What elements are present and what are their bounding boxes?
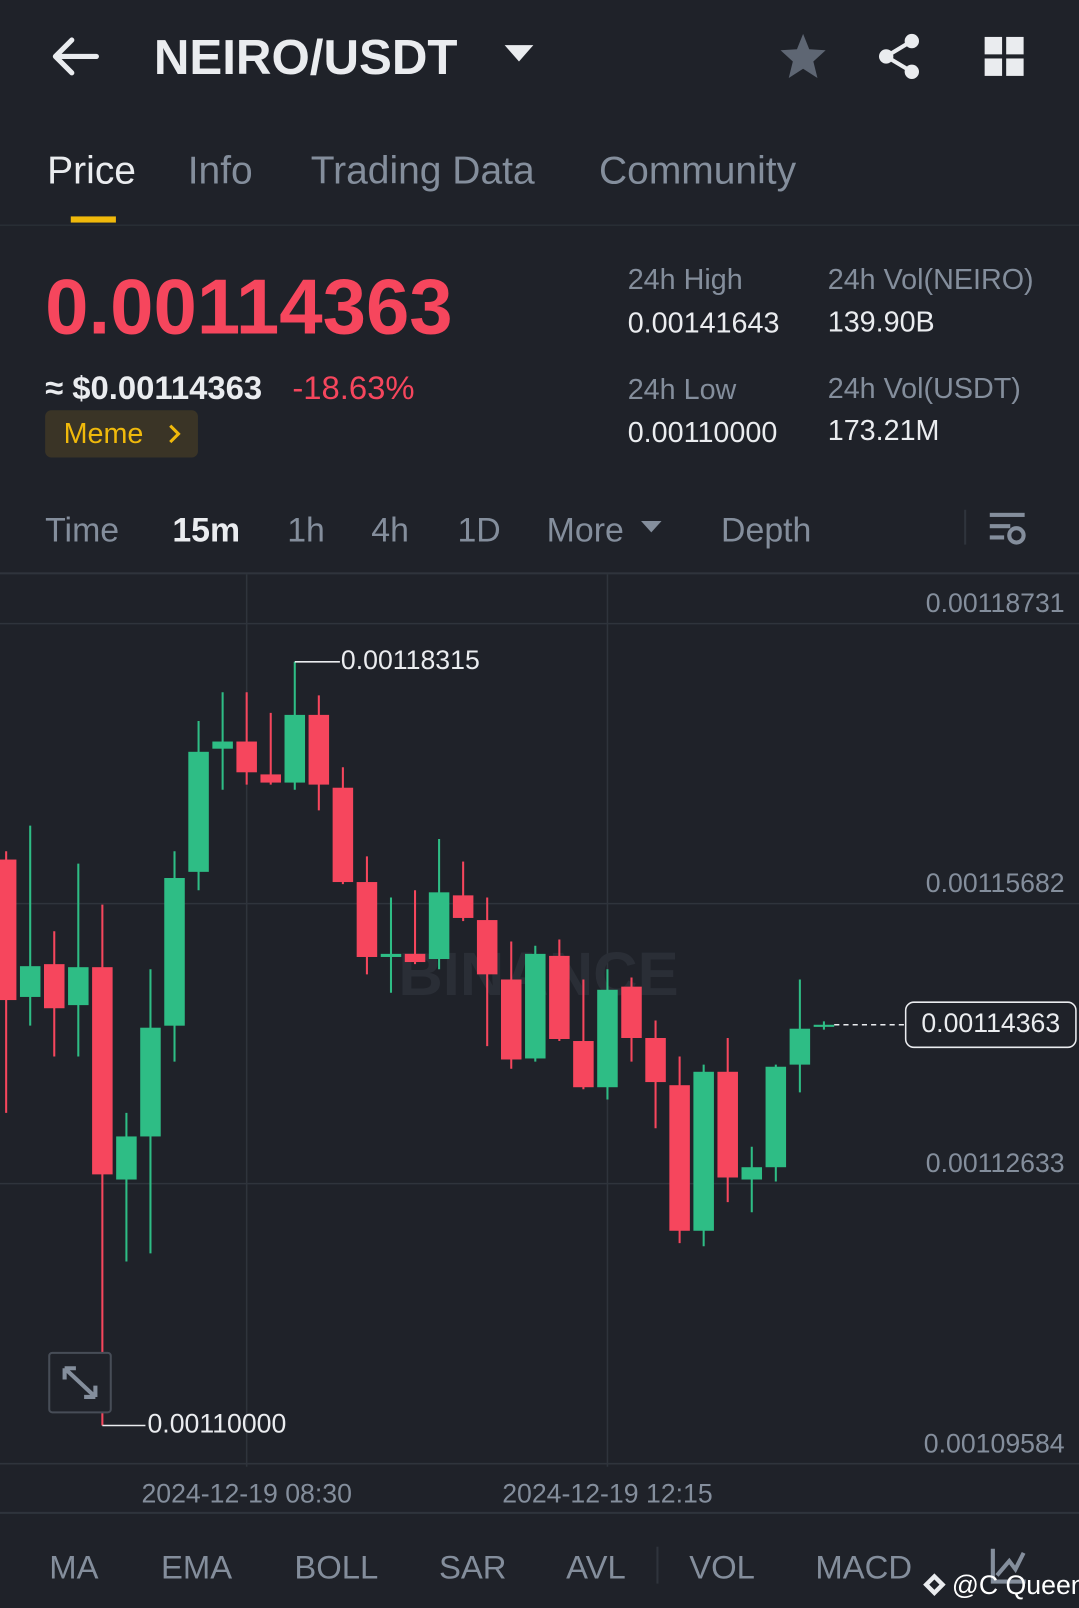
stat-label: 24h Vol(NEIRO) — [827, 263, 1034, 296]
fullscreen-button[interactable] — [48, 1351, 112, 1414]
candle-body — [0, 859, 17, 1001]
share-icon[interactable] — [874, 31, 925, 82]
interval-option[interactable]: 1h — [287, 510, 325, 549]
back-button[interactable] — [45, 31, 107, 82]
indicator-option[interactable]: AVL — [566, 1548, 626, 1586]
candle-body — [164, 878, 185, 1026]
stat-value: 0.00141643 — [627, 306, 780, 339]
candle-body — [500, 979, 522, 1060]
candle-body — [404, 953, 426, 963]
candle-body — [597, 989, 618, 1088]
candle-body — [116, 1136, 137, 1180]
tab[interactable]: Info — [187, 149, 253, 193]
candle-body — [428, 892, 450, 960]
min-label: 0.00110000 — [147, 1409, 286, 1439]
candle-body — [92, 967, 113, 1175]
candle-body — [741, 1167, 763, 1180]
watermark-text: @C Queen — [951, 1569, 1079, 1601]
stat-value: 173.21M — [827, 414, 940, 447]
tab[interactable]: Community — [598, 149, 797, 193]
candle-body — [573, 1041, 594, 1088]
candle-body — [621, 986, 642, 1038]
divider — [964, 509, 967, 545]
divider — [656, 1546, 659, 1584]
candle-body — [813, 1024, 835, 1027]
last-price: 0.00114363 — [45, 263, 453, 351]
candle-body — [356, 882, 378, 957]
chart-settings-icon[interactable] — [988, 509, 1029, 550]
candle-body — [669, 1085, 690, 1231]
candle-body — [476, 920, 498, 975]
tab[interactable]: Price — [47, 149, 136, 193]
tag-badge[interactable]: Meme — [45, 410, 198, 458]
chevron — [169, 424, 181, 444]
tab-indicator — [70, 216, 116, 223]
candle-body — [717, 1071, 738, 1178]
y-tick-label: 0.00112633 — [926, 1148, 1065, 1178]
interval-option[interactable]: Depth — [721, 510, 812, 549]
indicator-settings-icon[interactable] — [989, 1545, 1030, 1586]
indicator-option[interactable]: VOL — [689, 1548, 755, 1586]
menu-grid-icon[interactable] — [983, 35, 1028, 80]
tag-label[interactable]: Meme — [63, 417, 144, 450]
candle-body — [188, 751, 209, 872]
y-tick-label: 0.00115682 — [926, 868, 1065, 898]
candle-body — [789, 1028, 811, 1065]
interval-option[interactable]: 1D — [457, 510, 501, 549]
x-tick-label: 2024-12-19 08:30 — [141, 1478, 351, 1508]
watermark-logo — [923, 1573, 946, 1596]
candle-body — [645, 1037, 666, 1083]
pair-title[interactable]: NEIRO/USDT — [153, 30, 458, 86]
divider — [0, 1511, 1079, 1514]
candle-body — [236, 741, 257, 773]
divider — [0, 224, 1079, 226]
interval-option[interactable]: Time — [45, 510, 120, 549]
candle-body — [284, 714, 306, 783]
more-dropdown[interactable] — [640, 520, 663, 534]
candle-body — [765, 1066, 787, 1168]
candle-body — [693, 1071, 714, 1231]
candle-body — [380, 953, 402, 957]
candle-body — [19, 966, 41, 997]
stat-label: 24h Low — [627, 373, 737, 406]
candle-body — [332, 787, 354, 883]
price-change: -18.63% — [292, 369, 415, 407]
usd-price: ≈ $0.00114363 — [45, 369, 263, 407]
candle-body — [452, 895, 474, 918]
interval-option[interactable]: More — [546, 510, 624, 549]
last-price-label: 0.00114363 — [921, 1008, 1060, 1038]
indicator-option[interactable]: SAR — [438, 1548, 507, 1586]
stat-label: 24h High — [627, 263, 743, 296]
indicator-option[interactable]: MA — [49, 1548, 99, 1586]
divider — [0, 572, 1079, 575]
candle-body — [68, 967, 89, 1006]
stat-value: 139.90B — [827, 305, 935, 338]
stat-label: 24h Vol(USDT) — [827, 372, 1021, 405]
y-tick-label: 0.00109584 — [924, 1428, 1065, 1458]
candle-body — [308, 714, 330, 785]
candle-body — [549, 955, 570, 1040]
pair-dropdown[interactable] — [503, 43, 536, 66]
candle-body — [525, 953, 546, 1059]
candlestick-chart: 0.00118731 0.00115682 0.00112633 0.00109584… — [0, 574, 1079, 1508]
candle-body — [140, 1027, 161, 1137]
candle-body — [260, 774, 281, 783]
candle-body — [212, 741, 233, 749]
indicator-option[interactable]: EMA — [161, 1548, 233, 1586]
interval-option[interactable]: 4h — [371, 510, 409, 549]
expand-icon — [62, 1366, 98, 1400]
max-label: 0.00118315 — [341, 645, 480, 675]
favorite-icon[interactable] — [777, 31, 828, 82]
candle-body — [44, 964, 65, 1009]
indicator-option[interactable]: MACD — [815, 1548, 913, 1586]
tab[interactable]: Trading Data — [310, 149, 535, 193]
indicator-option[interactable]: BOLL — [294, 1548, 379, 1586]
y-tick-label: 0.00118731 — [926, 588, 1065, 618]
last-price-box — [904, 1001, 1077, 1049]
x-tick-label: 2024-12-19 12:15 — [502, 1478, 712, 1508]
interval-option[interactable]: 15m — [172, 510, 241, 549]
stat-value: 0.00110000 — [627, 416, 778, 449]
